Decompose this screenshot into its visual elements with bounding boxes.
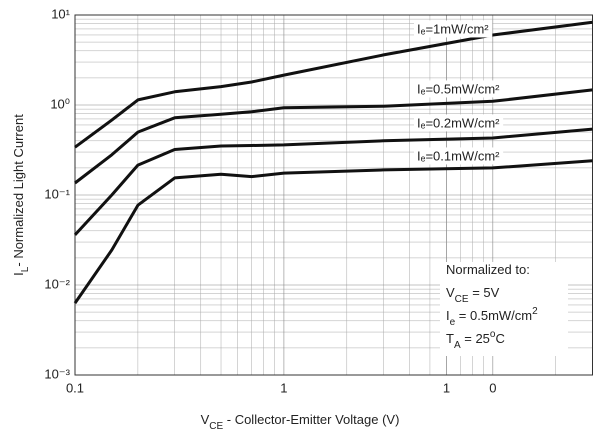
- text-part: = 5V: [469, 285, 500, 300]
- y-tick-label: 10⁻¹: [44, 186, 70, 201]
- text-part: T: [446, 331, 454, 346]
- series-label-group: Iₑ=0.2mW/cm²: [414, 114, 504, 132]
- curve: [73, 127, 593, 236]
- series-label-group: Iₑ=1mW/cm²: [414, 20, 493, 38]
- text-part: V: [446, 285, 455, 300]
- text-part: CE: [455, 294, 469, 305]
- y-tick-label: 10⁻³: [44, 366, 70, 381]
- x-tick-label: 0: [489, 380, 496, 395]
- text-part: = 25: [461, 331, 490, 346]
- annotation-line: VCE = 5V: [446, 285, 500, 305]
- text-part: e: [450, 317, 456, 328]
- curve: [74, 88, 593, 185]
- curve: [73, 159, 593, 304]
- text-part: = 0.5mW/cm: [455, 308, 532, 323]
- annotation-bg: [440, 262, 568, 356]
- label-bg: [414, 147, 504, 165]
- text-part: I: [11, 272, 26, 276]
- text-part: L: [20, 266, 31, 272]
- annotation-line: TA = 25oC: [446, 329, 505, 351]
- y-tick-label: 10¹: [51, 6, 70, 21]
- series-label: Iₑ=1mW/cm²: [417, 21, 489, 36]
- text-part: 2: [532, 306, 538, 317]
- label-bg: [414, 80, 504, 98]
- x-tick-label: 0.1: [66, 380, 84, 395]
- series-label-group: Iₑ=0.1mW/cm²: [414, 147, 504, 165]
- y-axis-label: IL- Normalized Light Current: [11, 114, 31, 276]
- series-label: Iₑ=0.1mW/cm²: [417, 148, 500, 163]
- x-tick-label: 1: [443, 380, 450, 395]
- x-axis-label: VCE - Collector-Emitter Voltage (V): [201, 412, 400, 432]
- y-tick-label: 10⁻²: [44, 276, 70, 291]
- text-part: - Collector-Emitter Voltage (V): [223, 412, 399, 427]
- text-part: - Normalized Light Current: [11, 114, 26, 267]
- series-label: Iₑ=0.2mW/cm²: [417, 115, 500, 130]
- series-label-group: Iₑ=0.5mW/cm²: [414, 80, 504, 98]
- y-tick-label: 10⁰: [50, 96, 70, 111]
- series-label: Iₑ=0.5mW/cm²: [417, 81, 500, 96]
- label-bg: [414, 114, 504, 132]
- text-part: A: [454, 340, 461, 351]
- text-part: C: [495, 331, 504, 346]
- text-part: CE: [209, 421, 223, 432]
- text-part: V: [201, 412, 210, 427]
- annotation-line: Ie = 0.5mW/cm2: [446, 306, 538, 328]
- text-part: I: [446, 308, 450, 323]
- annotation-line: Normalized to:: [446, 262, 530, 277]
- x-tick-label: 1: [280, 380, 287, 395]
- text-part: o: [490, 329, 496, 340]
- text-part: Normalized to:: [446, 262, 530, 277]
- curve: [74, 20, 593, 149]
- label-bg: [414, 20, 493, 38]
